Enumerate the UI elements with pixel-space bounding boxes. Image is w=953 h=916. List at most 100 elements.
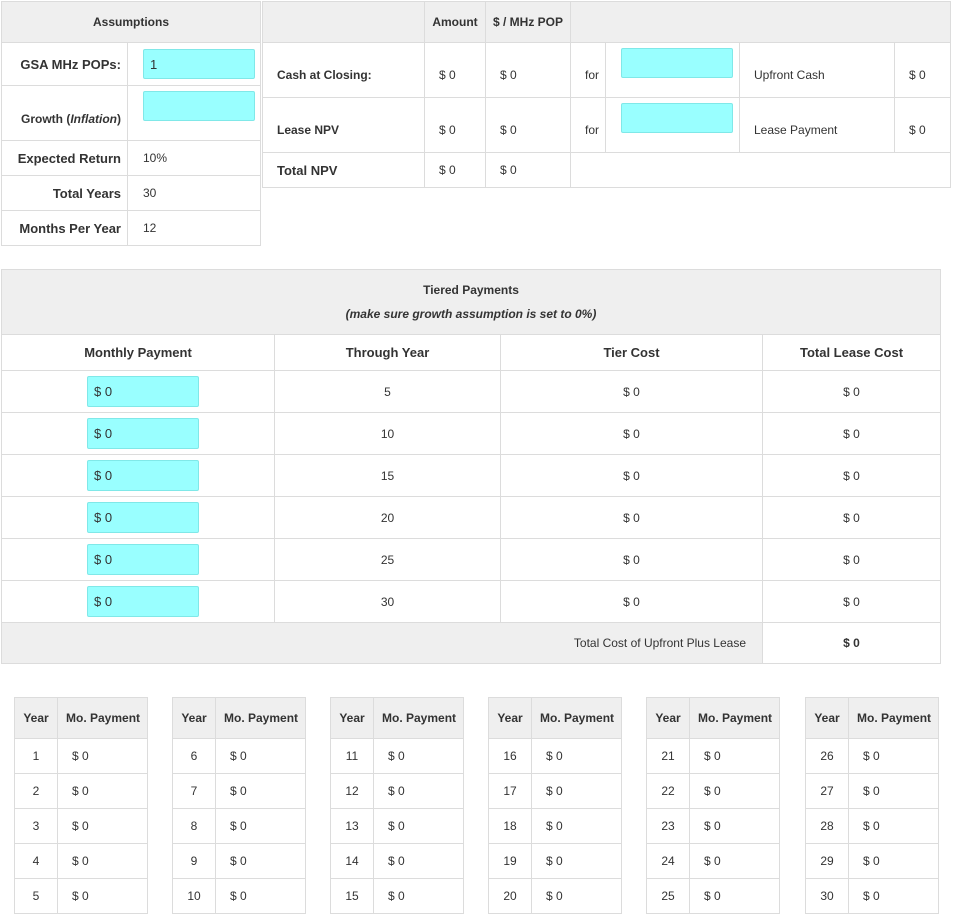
schedule-year: 7: [172, 773, 216, 809]
tier-through-year: 5: [274, 370, 501, 413]
growth-label-post: ): [117, 112, 121, 126]
schedule-payment: $ 0: [531, 878, 622, 914]
total-upfront-lease-value: $ 0: [762, 622, 941, 664]
schedule-row: 2 $ 0: [14, 773, 148, 809]
upfront-cash-input-cell: [605, 42, 740, 98]
schedule-year: 28: [805, 808, 849, 844]
schedule-row: 22 $ 0: [646, 773, 780, 809]
schedule-payment: $ 0: [373, 738, 464, 774]
schedule-row: 9 $ 0: [172, 843, 306, 879]
tier-total-lease-cost: $ 0: [762, 580, 941, 623]
tier-cost-header: Tier Cost: [500, 334, 763, 371]
total-npv-label: Total NPV: [262, 152, 425, 188]
schedule-row: 23 $ 0: [646, 808, 780, 844]
total-upfront-lease-label: Total Cost of Upfront Plus Lease: [1, 622, 763, 664]
schedule-year: 19: [488, 843, 532, 879]
tier-row: 30 $ 0 $ 0: [1, 580, 941, 623]
tier-payment-input[interactable]: [87, 586, 199, 617]
tier-total-lease-cost: $ 0: [762, 496, 941, 539]
tier-total-lease-cost: $ 0: [762, 412, 941, 455]
schedule-payment: $ 0: [689, 878, 780, 914]
results-header-fill: [570, 1, 951, 43]
schedule-year: 22: [646, 773, 690, 809]
total-years-label: Total Years: [1, 175, 128, 211]
schedule-year: 11: [330, 738, 374, 774]
schedule-payment: $ 0: [57, 843, 148, 879]
tier-through-year: 20: [274, 496, 501, 539]
mo-payment-header: Mo. Payment: [57, 697, 148, 739]
schedule-row: 25 $ 0: [646, 878, 780, 914]
cash-amount: $ 0: [424, 42, 486, 98]
growth-label-inflation: Inflation: [70, 112, 117, 126]
total-npv-fill: [570, 152, 951, 188]
gsa-pops-input[interactable]: [143, 49, 255, 79]
tier-payment-input[interactable]: [87, 418, 199, 449]
schedule-row: 6 $ 0: [172, 738, 306, 774]
lease-for-label: for: [570, 97, 606, 153]
growth-cell: [127, 85, 261, 141]
schedule-year: 10: [172, 878, 216, 914]
growth-label: Growth (Inflation): [1, 85, 128, 141]
total-lease-cost-header: Total Lease Cost: [762, 334, 941, 371]
tier-row: 20 $ 0 $ 0: [1, 496, 941, 539]
tier-payment-input[interactable]: [87, 376, 199, 407]
year-header: Year: [172, 697, 216, 739]
schedule-year: 2: [14, 773, 58, 809]
schedule-year: 14: [330, 843, 374, 879]
schedule-row: 3 $ 0: [14, 808, 148, 844]
schedule-year: 3: [14, 808, 58, 844]
tier-payment-cell: [1, 412, 275, 455]
schedule-year: 20: [488, 878, 532, 914]
lease-payment-input[interactable]: [621, 103, 733, 133]
lease-amount: $ 0: [424, 97, 486, 153]
lease-npv-label: Lease NPV: [262, 97, 425, 153]
schedule-payment: $ 0: [531, 843, 622, 879]
lease-payment-label: Lease Payment: [739, 97, 895, 153]
tier-through-year: 10: [274, 412, 501, 455]
schedule-payment: $ 0: [215, 878, 306, 914]
through-year-header: Through Year: [274, 334, 501, 371]
schedule-year: 15: [330, 878, 374, 914]
schedule-row: 13 $ 0: [330, 808, 464, 844]
schedule-year: 17: [488, 773, 532, 809]
schedule-payment: $ 0: [215, 773, 306, 809]
tier-payment-input[interactable]: [87, 544, 199, 575]
amount-header: Amount: [424, 1, 486, 43]
schedule-payment: $ 0: [689, 808, 780, 844]
schedule-year: 26: [805, 738, 849, 774]
schedule-block: Year Mo. Payment 6 $ 0 7 $ 0 8 $ 0 9 $ 0 10 $ …: [172, 697, 306, 914]
tier-row: 5 $ 0 $ 0: [1, 370, 941, 413]
year-header: Year: [488, 697, 532, 739]
schedule-row: 11 $ 0: [330, 738, 464, 774]
schedule-payment: $ 0: [57, 878, 148, 914]
schedule-year: 30: [805, 878, 849, 914]
tier-row: 15 $ 0 $ 0: [1, 454, 941, 497]
tier-payment-cell: [1, 538, 275, 581]
upfront-cash-input[interactable]: [621, 48, 733, 78]
schedule-payment: $ 0: [373, 808, 464, 844]
schedule-payment: $ 0: [848, 738, 939, 774]
schedule-year: 5: [14, 878, 58, 914]
schedule-year: 4: [14, 843, 58, 879]
tier-payment-input[interactable]: [87, 502, 199, 533]
schedule-row: 4 $ 0: [14, 843, 148, 879]
schedule-payment: $ 0: [531, 773, 622, 809]
year-header: Year: [14, 697, 58, 739]
schedule-year: 18: [488, 808, 532, 844]
mo-payment-header: Mo. Payment: [689, 697, 780, 739]
lease-per-pop: $ 0: [485, 97, 571, 153]
schedule-block: Year Mo. Payment 16 $ 0 17 $ 0 18 $ 0 19 $ 0 …: [488, 697, 622, 914]
tier-payment-input[interactable]: [87, 460, 199, 491]
per-pop-header: $ / MHz POP: [485, 1, 571, 43]
growth-input[interactable]: [143, 91, 255, 121]
tier-through-year: 30: [274, 580, 501, 623]
mo-payment-header: Mo. Payment: [373, 697, 464, 739]
schedule-row: 20 $ 0: [488, 878, 622, 914]
schedule-row: 14 $ 0: [330, 843, 464, 879]
schedule-payment: $ 0: [373, 878, 464, 914]
schedule-row: 27 $ 0: [805, 773, 939, 809]
schedule-row: 29 $ 0: [805, 843, 939, 879]
schedule-payment: $ 0: [215, 808, 306, 844]
schedule-row: 26 $ 0: [805, 738, 939, 774]
schedule-block: Year Mo. Payment 1 $ 0 2 $ 0 3 $ 0 4 $ 0 5 $ 0: [14, 697, 148, 914]
